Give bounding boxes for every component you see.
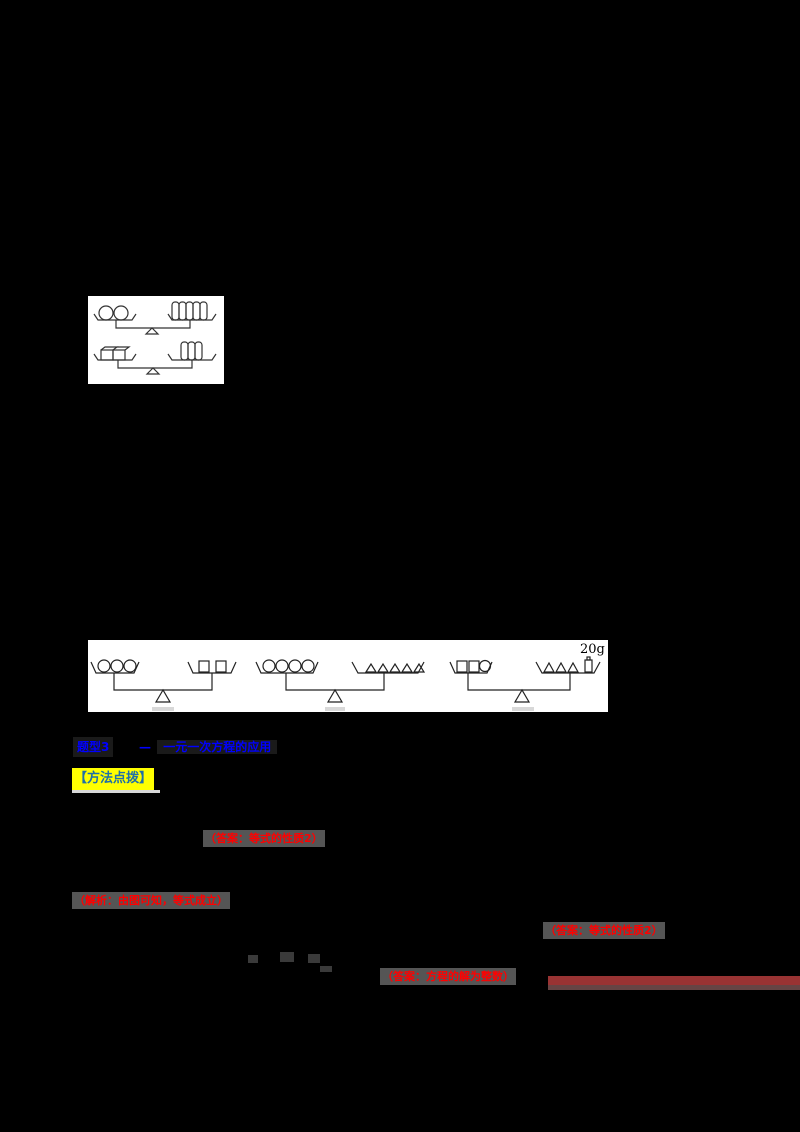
formula-fragment [320,966,332,972]
highlight-band [548,976,800,985]
highlight-band-shadow [548,985,800,990]
figure-caption-strip-1 [152,707,174,711]
figure-caption-strip-3 [512,707,534,711]
formula-fragment [280,952,294,962]
figure-caption-strip-2 [325,707,345,711]
balance-scales-figure-pair [88,296,224,384]
answer-annotation-2: （解析：由图可知，等式成立） [72,892,230,909]
answer-annotation-1: （答案：等式的性质2） [203,830,325,847]
weight-label-20g: 20g [580,642,605,657]
formula-fragment [248,955,258,963]
method-hint-label: 【方法点拨】 [72,768,155,790]
balance-triple-diagram: 20g [90,642,605,703]
heading-dash: — [139,740,151,754]
balance-pair-diagram [93,301,217,375]
formula-fragment [308,954,320,963]
answer-annotation-3: （答案：等式的性质2） [543,922,665,939]
section-heading-title: — 一元一次方程的应用 [135,737,281,757]
section-heading-text: 一元一次方程的应用 [157,740,278,754]
balance-scales-figure-triple: 20g [88,640,608,712]
method-label-underline [72,790,160,793]
answer-annotation-4: （答案：方程的解为整数） [380,968,516,985]
section-heading-prefix: 题型3 [73,737,114,757]
